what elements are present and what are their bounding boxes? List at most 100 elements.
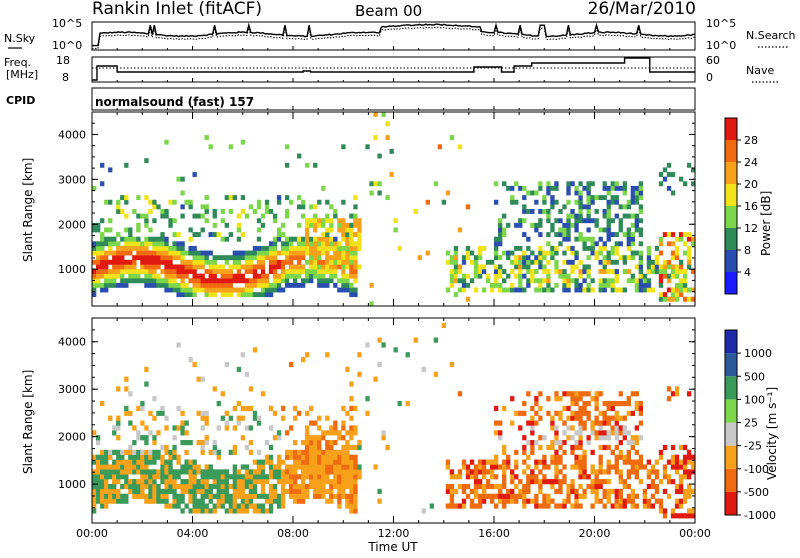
velocity-cell — [293, 498, 298, 504]
power-cell — [144, 264, 149, 270]
power-cell — [590, 250, 595, 256]
velocity-ytick-label: 2000 — [58, 431, 86, 444]
power-cell — [341, 250, 346, 256]
power-cell — [546, 287, 551, 293]
velocity-cell — [297, 474, 302, 480]
velocity-cell — [301, 483, 306, 490]
velocity-cell — [309, 444, 314, 451]
power-cell — [658, 241, 664, 247]
power-cell — [602, 241, 607, 247]
power-cell — [349, 245, 354, 251]
power-cell — [100, 218, 105, 224]
power-cell — [610, 218, 615, 224]
power-cell — [317, 250, 322, 256]
power-cell — [506, 287, 511, 293]
velocity-cell — [152, 479, 157, 485]
velocity-cell — [276, 454, 282, 460]
power-cells — [92, 112, 696, 307]
velocity-cell — [602, 430, 607, 436]
velocity-cell — [570, 449, 575, 455]
velocity-cell — [502, 479, 507, 485]
velocity-cell — [321, 488, 326, 495]
velocity-cell — [353, 479, 358, 485]
power-cell — [156, 236, 161, 242]
power-cell — [325, 250, 330, 256]
velocity-cell — [268, 508, 274, 514]
power-colorbar-label: 24 — [744, 156, 758, 169]
power-cell — [333, 245, 338, 251]
power-cell — [309, 218, 314, 224]
velocity-cell — [530, 415, 535, 421]
power-cell — [212, 264, 217, 270]
power-cell — [264, 250, 270, 256]
velocity-cell — [349, 479, 354, 485]
velocity-cell — [132, 493, 137, 499]
velocity-cell — [682, 454, 688, 460]
velocity-cell — [180, 493, 185, 499]
velocity-cell — [124, 469, 129, 475]
velocity-cell — [136, 469, 141, 475]
velocity-cell — [658, 508, 664, 514]
velocity-cell — [690, 454, 696, 460]
power-cell — [321, 236, 326, 242]
velocity-cell — [550, 444, 555, 451]
velocity-cell — [276, 493, 282, 499]
power-cell — [288, 269, 294, 274]
velocity-cell — [530, 449, 535, 455]
velocity-cell — [522, 503, 527, 509]
velocity-cell — [626, 459, 631, 465]
velocity-cell — [353, 488, 358, 495]
power-cell — [228, 273, 233, 279]
velocity-cell — [96, 440, 101, 446]
velocity-cell — [457, 503, 463, 509]
velocity-cell — [618, 454, 623, 460]
velocity-cell — [550, 420, 555, 426]
power-cell — [180, 255, 185, 261]
power-cell — [626, 232, 631, 238]
power-cell — [349, 264, 354, 270]
velocity-cell — [156, 430, 161, 436]
power-cell — [228, 292, 233, 298]
velocity-cell — [309, 440, 314, 446]
velocity-cell — [192, 493, 197, 499]
power-cell — [546, 213, 551, 219]
velocity-cell — [280, 469, 286, 475]
velocity-cell — [168, 474, 173, 480]
velocity-cell — [554, 464, 559, 470]
velocity-cell — [293, 405, 298, 412]
power-cell — [313, 255, 318, 261]
power-cell — [236, 255, 242, 261]
velocity-cell — [534, 493, 539, 499]
velocity-cell — [494, 454, 499, 460]
power-cell — [626, 269, 631, 274]
velocity-cell — [268, 425, 274, 431]
power-cell — [216, 255, 221, 261]
velocity-cell — [309, 474, 314, 480]
velocity-cell — [329, 454, 334, 460]
velocity-cell — [602, 410, 607, 416]
velocity-cell — [288, 464, 294, 470]
velocity-cell — [630, 488, 635, 495]
power-cell — [602, 227, 607, 233]
velocity-cell — [602, 435, 607, 441]
velocity-cell — [473, 464, 479, 470]
power-cell — [136, 245, 141, 251]
velocity-cell — [244, 474, 250, 480]
velocity-cell — [514, 449, 519, 455]
velocity-cell — [570, 435, 575, 441]
power-cell — [341, 259, 346, 265]
velocity-cell — [96, 479, 101, 485]
velocity-cell — [534, 396, 539, 402]
velocity-cell — [574, 444, 579, 451]
power-cell — [377, 190, 382, 196]
power-cell — [674, 269, 680, 274]
velocity-cell — [152, 474, 157, 480]
velocity-cell — [558, 454, 563, 460]
velocity-cell — [160, 488, 165, 495]
power-cell — [498, 255, 503, 261]
velocity-cell — [606, 430, 611, 436]
velocity-cell — [566, 435, 571, 441]
velocity-cell — [606, 469, 611, 475]
velocity-cell — [268, 444, 274, 451]
velocity-cell — [156, 454, 161, 460]
